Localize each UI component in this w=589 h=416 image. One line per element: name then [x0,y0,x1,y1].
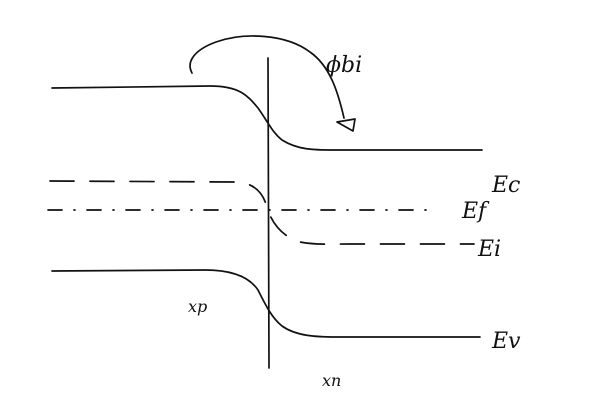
intrinsic-level-label: Ei [477,237,501,262]
junction-line [267,57,270,369]
valence-band-curve [51,269,481,338]
conduction-band-label: Ec [491,173,520,198]
fermi-level-label: Ef [461,199,490,224]
arrowhead-icon [336,118,356,132]
built-in-potential-arrow [189,35,345,119]
built-in-potential-label: ϕbi [326,53,362,78]
intrinsic-level-curve [49,180,475,246]
depletion-edge-p-label: xp [188,297,207,316]
depletion-edge-n-label: xn [322,371,341,390]
valence-band-label: Ev [491,329,521,354]
conduction-band-curve [51,85,483,151]
